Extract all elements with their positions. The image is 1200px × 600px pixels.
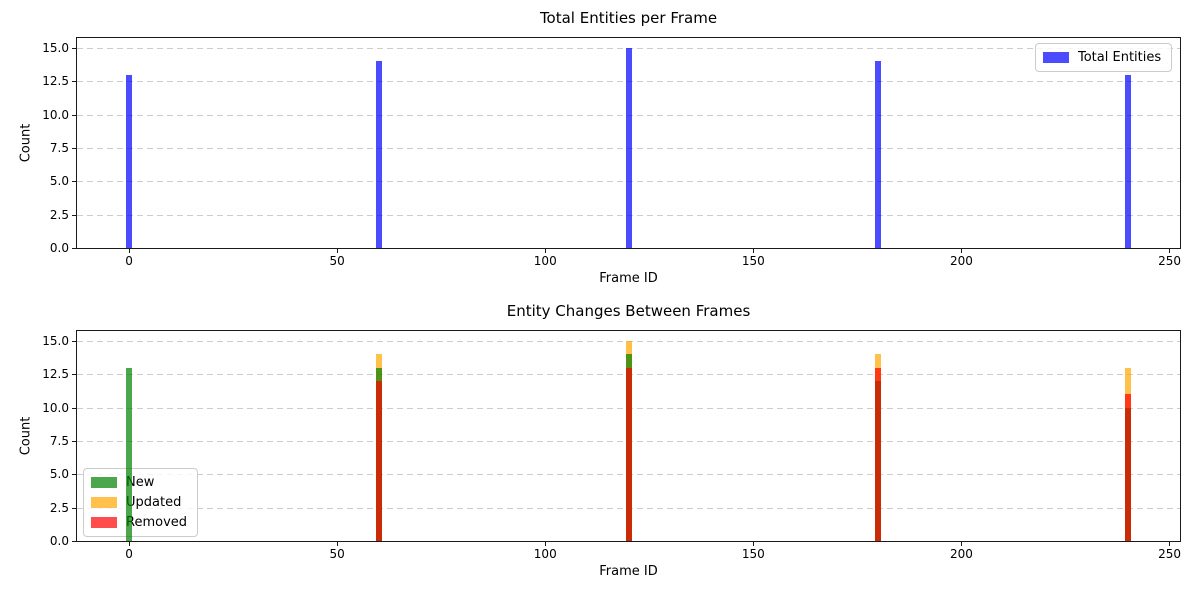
x-tick-mark [128, 249, 130, 253]
x-tick-mark [128, 542, 130, 546]
bar-total-entities-f120 [625, 48, 632, 248]
y-tick-label: 0.0 [49, 241, 69, 255]
y-axis-label: Count [18, 416, 34, 456]
y-tick-label: 7.5 [49, 434, 69, 448]
x-tick-label: 0 [125, 254, 133, 268]
legend-swatch-updated [91, 497, 117, 508]
x-tick-mark [960, 249, 962, 253]
legend-item: Removed [91, 515, 187, 530]
y-tick-label: 12.5 [42, 367, 69, 382]
bar-total-entities-f240 [1124, 74, 1131, 248]
y-tick-mark [72, 441, 76, 442]
x-tick-mark [336, 542, 338, 546]
x-tick-label: 250 [1158, 254, 1182, 268]
y-tick-mark [72, 248, 76, 249]
y-tick-label: 0.0 [49, 534, 69, 548]
bar-removed-f180 [875, 367, 882, 541]
x-tick-label: 100 [533, 547, 557, 561]
y-tick-mark [72, 474, 76, 476]
legend-label: Removed [126, 515, 188, 530]
x-tick-mark [544, 249, 546, 253]
y-tick-mark [72, 541, 76, 542]
legend-item: Updated [91, 495, 187, 510]
legend-label: New [126, 475, 155, 490]
x-tick-mark [544, 542, 546, 546]
legend-item: New [91, 475, 187, 490]
bar-total-entities-f60 [375, 61, 382, 248]
x-tick-label: 200 [950, 547, 973, 561]
y-tick-label: 7.5 [49, 141, 69, 155]
y-tick-label: 2.5 [49, 500, 69, 515]
y-tick-mark [72, 507, 76, 509]
legend: Total Entities [1035, 43, 1173, 72]
chart-entity-changes: Entity Changes Between Frames Count 0.0 2… [0, 300, 1200, 600]
x-tick-label: 200 [950, 254, 973, 268]
y-tick-mark [72, 48, 76, 49]
legend-label: Updated [126, 495, 182, 510]
x-axis-label: Frame ID [599, 564, 658, 579]
bar-total-entities-f0 [126, 74, 133, 248]
y-tick-label: 5.0 [49, 174, 69, 189]
legend-swatch-removed [91, 517, 117, 528]
chart-title: Entity Changes Between Frames [506, 302, 751, 320]
x-tick-label: 150 [741, 254, 765, 268]
y-tick-label: 10.0 [42, 400, 69, 415]
plot-area: 0.0 2.5 5.0 7.5 10.0 12.5 15.0 0 50 100 150 200 250 [42, 37, 1181, 268]
x-tick-label: 50 [329, 547, 345, 561]
x-tick-label: 100 [533, 254, 557, 268]
x-tick-label: 0 [125, 547, 133, 561]
bar-total-entities-f180 [875, 61, 882, 248]
x-tick-mark [752, 249, 754, 253]
y-tick-mark [72, 81, 76, 83]
bar-new-f0 [126, 367, 133, 541]
legend-swatch-new [91, 477, 117, 488]
legend-swatch-total-entities [1043, 52, 1069, 63]
x-tick-label: 150 [741, 547, 765, 561]
x-tick-mark [336, 249, 338, 253]
legend-label: Total Entities [1078, 50, 1162, 65]
y-tick-mark [72, 374, 76, 376]
chart-total-entities: Total Entities per Frame Count 0.0 2.5 5.0… [18, 9, 1182, 286]
plot-area: 0.0 2.5 5.0 7.5 10.0 12.5 15.0 0 50 100 150 200 250 [42, 330, 1181, 561]
y-tick-mark [72, 114, 76, 116]
y-tick-label: 15.0 [42, 41, 69, 55]
y-tick-label: 12.5 [42, 74, 69, 89]
y-tick-label: 15.0 [42, 334, 69, 348]
x-tick-mark [1169, 542, 1171, 546]
y-tick-mark [72, 214, 76, 216]
y-tick-mark [72, 181, 76, 183]
y-tick-mark [72, 148, 76, 149]
bar-removed-f60 [375, 381, 382, 541]
x-tick-mark [752, 542, 754, 546]
x-tick-label: 50 [329, 254, 345, 268]
bar-removed-f120 [625, 367, 632, 541]
legend: New Updated Removed [83, 468, 199, 537]
legend-item: Total Entities [1043, 50, 1161, 65]
chart-title: Total Entities per Frame [539, 9, 718, 27]
y-tick-mark [72, 341, 76, 342]
x-tick-mark [1169, 249, 1171, 253]
y-tick-label: 10.0 [42, 107, 69, 122]
x-axis-label: Frame ID [599, 271, 658, 286]
y-tick-mark [72, 407, 76, 409]
x-tick-label: 250 [1158, 547, 1182, 561]
bar-removed-f240 [1124, 394, 1131, 541]
y-axis-label: Count [18, 123, 34, 163]
x-tick-mark [960, 542, 962, 546]
y-tick-label: 5.0 [49, 467, 69, 482]
y-tick-label: 2.5 [49, 207, 69, 222]
